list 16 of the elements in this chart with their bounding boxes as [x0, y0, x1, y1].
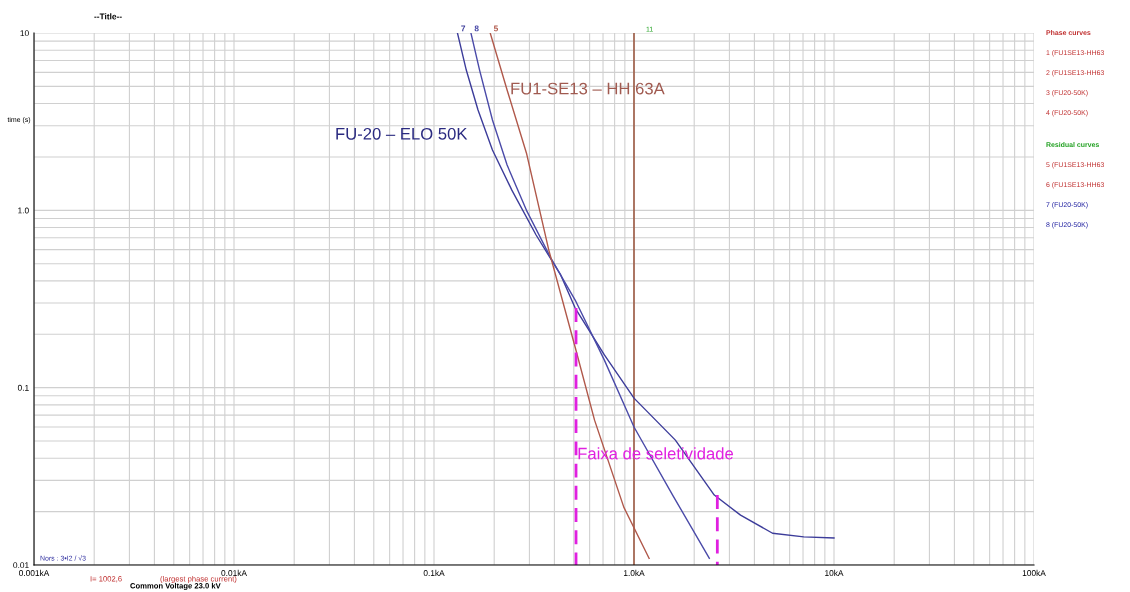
- y-tick-label: 0.01: [13, 562, 29, 569]
- series-label: 5: [493, 25, 499, 32]
- y-tick-label: 10: [20, 30, 29, 37]
- x-tick-label: 1.0kA: [623, 569, 645, 576]
- annotation: FU-20 – ELO 50K: [336, 127, 468, 140]
- series-label: 7: [461, 25, 466, 32]
- series-label: 8: [474, 25, 479, 32]
- chart-title: --Title--: [94, 13, 122, 20]
- y-tick-label: 1.0: [18, 207, 29, 214]
- x-tick-label: 0.001kA: [19, 569, 50, 576]
- x-tick-label: 100kA: [1022, 569, 1046, 576]
- annotation: FU1-SE13 – HH 63A: [511, 82, 665, 95]
- x-tick-label: 0.01kA: [221, 569, 247, 576]
- x-tick-label: 10kA: [825, 569, 844, 576]
- x-tick-label: 0.1kA: [423, 569, 445, 576]
- y-tick-label: 0.1: [17, 384, 29, 391]
